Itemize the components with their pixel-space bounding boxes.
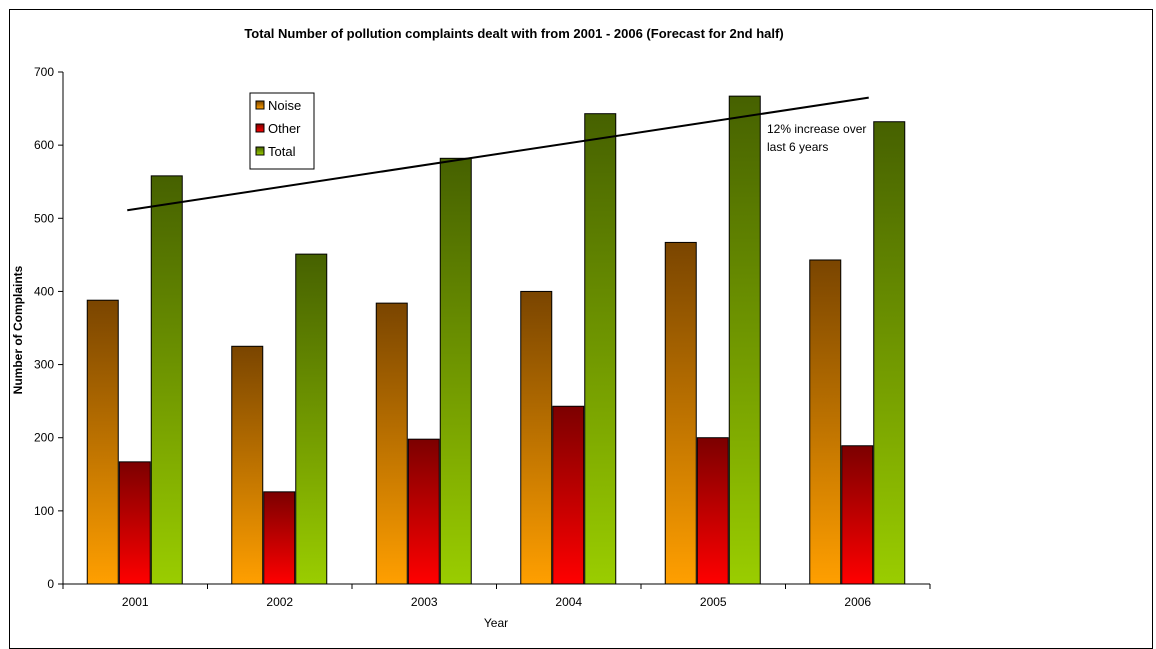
bar-other-2005 [696, 437, 729, 585]
bar-noise-2004 [520, 290, 553, 585]
bar-other-2002 [263, 491, 296, 585]
legend-label-total: Total [268, 144, 296, 159]
x-tick-label: 2004 [555, 595, 582, 609]
y-tick-label: 0 [47, 577, 54, 591]
bar-total-2001 [150, 175, 183, 585]
y-tick-label: 500 [34, 211, 54, 225]
bar-other-2006 [841, 445, 874, 585]
annotation-line-1: 12% increase over [767, 122, 866, 136]
bar-other-2003 [407, 438, 440, 585]
y-tick-label: 200 [34, 431, 54, 445]
bar-other-2004 [552, 405, 585, 585]
y-tick-label: 700 [34, 65, 54, 79]
legend-swatch-noise [255, 100, 265, 110]
bar-noise-2002 [231, 345, 264, 585]
bar-noise-2001 [86, 299, 119, 585]
bar-other-2001 [118, 461, 151, 585]
bar-noise-2003 [375, 302, 408, 585]
x-tick-label: 2002 [266, 595, 293, 609]
trend-line [127, 96, 869, 212]
y-tick-label: 100 [34, 504, 54, 518]
complaints-bar-chart: Total Number of pollution complaints dea… [11, 26, 931, 630]
bar-total-2005 [728, 95, 761, 585]
y-tick-label: 400 [34, 284, 54, 298]
legend-swatch-total [255, 146, 265, 156]
x-axis-title: Year [484, 616, 508, 630]
y-tick-label: 600 [34, 138, 54, 152]
annotation-line-2: last 6 years [767, 140, 828, 154]
legend-swatch-other [255, 123, 265, 133]
bar-total-2003 [439, 157, 472, 585]
chart-legend: Noise Other Total [249, 92, 315, 170]
bar-total-2002 [295, 253, 328, 585]
bar-noise-2006 [809, 259, 842, 585]
legend-label-noise: Noise [268, 98, 301, 113]
y-tick-label: 300 [34, 358, 54, 372]
chart-title: Total Number of pollution complaints dea… [244, 26, 783, 41]
bar-noise-2005 [664, 241, 697, 585]
x-tick-label: 2006 [844, 595, 871, 609]
legend-label-other: Other [268, 121, 301, 136]
bar-total-2006 [873, 121, 906, 585]
y-axis-title: Number of Complaints [11, 265, 25, 394]
bar-total-2004 [584, 113, 617, 585]
x-tick-label: 2003 [411, 595, 438, 609]
x-tick-label: 2001 [122, 595, 149, 609]
x-tick-label: 2005 [700, 595, 727, 609]
